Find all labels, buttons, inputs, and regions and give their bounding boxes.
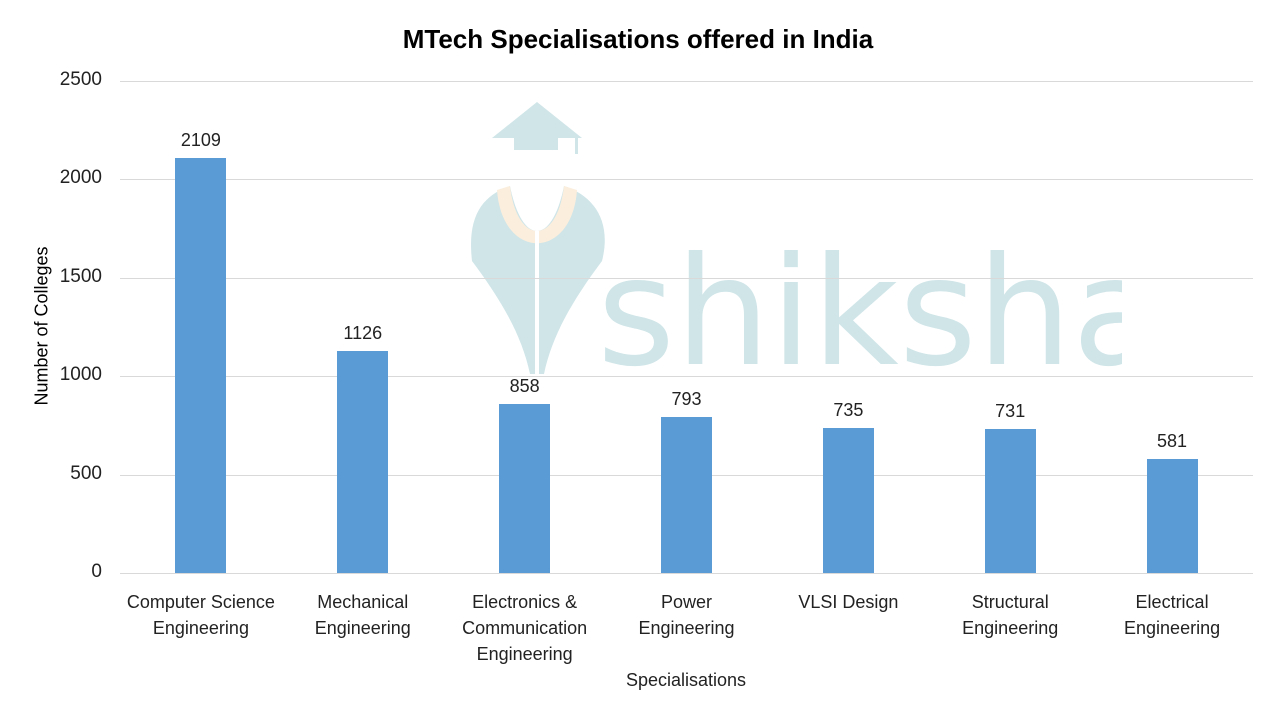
x-tick-label: Electrical Engineering	[1124, 592, 1221, 638]
bar	[984, 429, 1036, 573]
data-label: 2109	[180, 129, 221, 150]
x-tick-label: VLSI Design	[798, 592, 899, 612]
bar	[1146, 458, 1198, 573]
x-tick-label: Electronics & Communication Engineering	[462, 592, 588, 664]
gridline	[120, 179, 1253, 181]
data-label: 735	[833, 400, 864, 421]
y-tick-label: 2000	[59, 167, 102, 189]
data-label: 858	[509, 376, 540, 397]
x-tick-label: Computer Science Engineering	[126, 592, 275, 638]
x-axis-label: Specialisations	[625, 670, 747, 690]
gridline	[120, 81, 1253, 82]
gridline	[120, 277, 1253, 279]
y-tick-label: 500	[70, 462, 102, 484]
y-tick-label: 1500	[59, 265, 102, 287]
chart-title: MTech Specialisations offered in India	[402, 24, 874, 54]
y-tick-label: 2500	[59, 69, 102, 90]
bar	[499, 404, 551, 573]
bar	[822, 428, 874, 573]
gridline	[120, 376, 1253, 378]
y-tick-label: 1000	[59, 364, 102, 386]
data-label: 793	[671, 388, 702, 409]
bar	[661, 416, 712, 573]
x-tick-label: Mechanical Engineering	[314, 592, 411, 638]
data-label: 731	[995, 401, 1026, 422]
plot-area: 2109 1126 858 793 735 731 581	[120, 81, 1253, 574]
bar	[337, 351, 389, 573]
data-label: 581	[1157, 430, 1188, 451]
x-tick-label: Power Engineering	[638, 592, 735, 638]
data-label: 1126	[343, 323, 383, 344]
gridline	[120, 573, 1253, 574]
bar	[175, 157, 227, 573]
y-tick-label: 0	[91, 561, 102, 582]
x-tick-label: Structural Engineering	[962, 592, 1059, 638]
